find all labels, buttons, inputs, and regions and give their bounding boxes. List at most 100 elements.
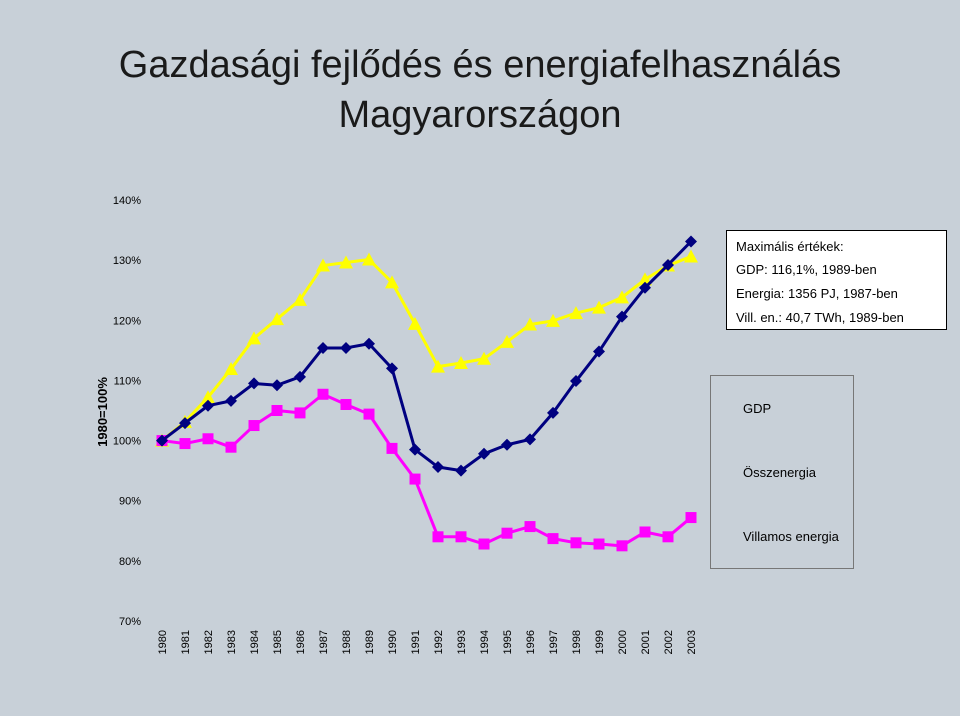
series-line-electric	[161, 255, 692, 442]
data-point-energy	[363, 408, 375, 420]
note-line-electric: Vill. en.: 40,7 TWh, 1989-ben	[736, 310, 904, 325]
data-point-energy	[616, 540, 628, 552]
data-point-gdp	[616, 310, 628, 323]
data-point-gdp	[225, 394, 237, 407]
y-tick-label: 70%	[119, 616, 141, 628]
x-tick-label: 1993	[456, 630, 468, 654]
legend: GDP Összenergia Villamos energia	[710, 375, 854, 569]
data-point-energy	[386, 442, 398, 454]
x-tick-label: 1990	[387, 630, 399, 654]
x-tick-label: 1998	[571, 630, 583, 654]
data-point-electric	[500, 334, 514, 348]
data-point-gdp	[386, 362, 398, 375]
x-tick-label: 2002	[663, 630, 675, 654]
data-point-gdp	[662, 258, 674, 271]
data-point-energy	[662, 531, 674, 543]
data-point-energy	[271, 405, 283, 416]
data-point-energy	[248, 420, 260, 432]
data-point-electric	[431, 359, 445, 373]
data-point-gdp	[593, 345, 605, 358]
y-tick-label: 110%	[114, 375, 142, 387]
data-point-gdp	[501, 438, 513, 451]
x-tick-label: 2000	[617, 630, 629, 654]
x-tick-label: 1995	[502, 630, 514, 654]
x-tick-label: 1984	[249, 630, 261, 654]
data-point-electric	[201, 390, 215, 404]
data-point-energy	[179, 438, 191, 450]
x-tick-label: 1980	[157, 630, 169, 654]
data-point-energy	[524, 521, 536, 533]
x-tick-label: 1997	[548, 630, 560, 654]
x-tick-label: 1989	[364, 630, 376, 654]
data-point-energy	[225, 441, 237, 453]
data-point-electric	[569, 306, 583, 320]
data-point-gdp	[432, 461, 444, 474]
x-tick-label: 1987	[318, 630, 330, 654]
data-point-gdp	[271, 379, 283, 392]
data-point-energy	[501, 527, 513, 539]
data-point-electric	[385, 275, 399, 289]
y-tick-label: 80%	[119, 556, 141, 568]
data-point-energy	[317, 388, 329, 400]
data-point-energy	[455, 531, 467, 543]
data-point-energy	[639, 526, 651, 538]
x-tick-label: 1986	[295, 630, 307, 654]
data-point-gdp	[363, 337, 375, 350]
data-point-electric	[316, 258, 330, 272]
chart-title-line2: Magyarországon	[338, 94, 622, 136]
data-point-electric	[224, 362, 238, 376]
y-axis-title: 1980=100%	[95, 377, 110, 447]
y-tick-label: 130%	[113, 255, 141, 267]
y-tick-label: 120%	[113, 315, 141, 327]
note-line-energy: Energia: 1356 PJ, 1987-ben	[736, 286, 898, 301]
data-point-gdp	[478, 447, 490, 460]
note-heading: Maximális értékek:	[736, 239, 844, 254]
data-point-energy	[478, 538, 490, 550]
x-tick-label: 1994	[479, 630, 491, 654]
data-point-energy	[409, 473, 421, 485]
x-tick-label: 1996	[525, 630, 537, 654]
data-point-energy	[432, 531, 444, 543]
data-point-gdp	[685, 235, 697, 248]
data-point-electric	[523, 317, 537, 331]
x-tick-label: 1988	[341, 630, 353, 654]
data-point-electric	[362, 252, 376, 266]
data-point-energy	[340, 398, 352, 410]
data-point-energy	[570, 537, 582, 549]
data-point-electric	[477, 351, 491, 365]
y-tick-label: 100%	[113, 436, 141, 448]
data-point-energy	[202, 433, 214, 445]
data-point-electric	[615, 290, 629, 304]
x-tick-label: 2001	[640, 630, 652, 654]
chart-title-line1: Gazdasági fejlődés és energiafelhasználá…	[118, 44, 842, 86]
x-tick-label: 1992	[433, 630, 445, 654]
data-point-gdp	[156, 434, 168, 447]
x-tick-label: 1985	[272, 630, 284, 654]
data-point-gdp	[547, 406, 559, 419]
legend-label-gdp: GDP	[743, 401, 772, 416]
data-point-gdp	[340, 341, 352, 354]
data-point-electric	[293, 292, 307, 306]
data-point-electric	[339, 255, 353, 269]
data-point-gdp	[248, 377, 260, 390]
data-point-gdp	[202, 399, 214, 412]
y-tick-label: 90%	[119, 496, 141, 508]
series-line-energy	[161, 392, 692, 548]
data-point-energy	[685, 512, 697, 524]
data-point-energy	[593, 538, 605, 550]
data-point-electric	[546, 313, 560, 327]
data-point-electric	[270, 312, 284, 326]
data-point-gdp	[455, 464, 467, 477]
x-tick-label: 1999	[594, 630, 606, 654]
data-point-gdp	[570, 375, 582, 388]
data-point-gdp	[317, 341, 329, 354]
data-point-energy	[294, 407, 306, 419]
data-point-gdp	[294, 370, 306, 383]
y-tick-label: 140%	[113, 195, 141, 207]
data-point-energy	[547, 533, 559, 545]
data-point-electric	[684, 249, 698, 263]
legend-label-electric: Villamos energia	[743, 529, 839, 544]
x-tick-label: 2003	[686, 630, 698, 654]
x-tick-label: 1982	[203, 630, 215, 654]
